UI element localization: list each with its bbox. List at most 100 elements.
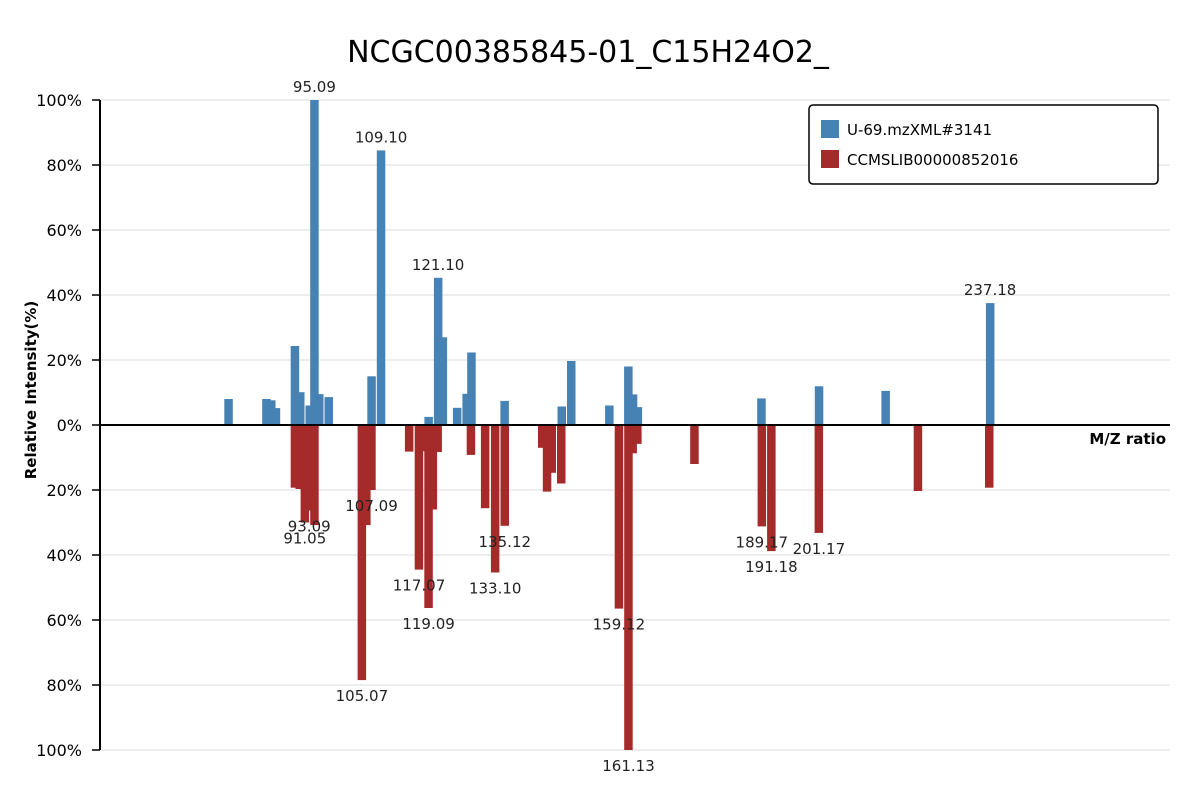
peak-bar xyxy=(424,425,433,608)
peak-bar xyxy=(500,425,509,526)
peak-bar xyxy=(913,425,923,491)
peak-bar xyxy=(271,408,281,425)
peak-bar xyxy=(305,425,314,511)
peak-bar xyxy=(424,416,433,425)
peak-label: 161.13 xyxy=(602,757,655,775)
peak-labels: 95.09 109.10 121.10 237.18 105.07 107.09 117.0… xyxy=(283,78,1016,775)
peak-bar xyxy=(500,400,509,425)
y-tick-label: 40% xyxy=(46,546,82,565)
peak-bar xyxy=(633,407,643,425)
grid xyxy=(100,99,1170,751)
peak-bar xyxy=(315,394,324,425)
peak-bar xyxy=(985,425,994,488)
peak-bar xyxy=(557,406,566,425)
legend-swatch-series-1 xyxy=(821,120,839,138)
y-tick-label: 80% xyxy=(46,156,82,175)
peak-label: 107.09 xyxy=(345,497,398,515)
peak-bar xyxy=(624,366,633,425)
y-tick-label: 60% xyxy=(46,611,82,630)
peak-bar xyxy=(633,425,642,444)
peak-bar xyxy=(324,397,333,425)
legend-label-series-2: CCMSLIB00000852016 xyxy=(847,151,1018,169)
peak-bar xyxy=(305,405,314,425)
peak-bar xyxy=(567,361,576,425)
peak-bar xyxy=(628,394,638,425)
y-axis-ticks: 0% 20% 40% 60% 80% 100% 20% 40% 60% 80% 100% xyxy=(36,91,100,760)
peak-label: 117.07 xyxy=(393,577,446,595)
peak-label: 95.09 xyxy=(293,78,336,96)
peak-bar xyxy=(467,352,476,425)
peak-bar xyxy=(267,400,276,425)
peak-label: 133.10 xyxy=(469,580,522,598)
peak-bar xyxy=(296,392,305,425)
peak-bar xyxy=(767,425,776,552)
y-tick-label: 60% xyxy=(46,221,82,240)
peak-label: 237.18 xyxy=(964,281,1017,299)
peak-bar xyxy=(542,425,552,492)
peak-label: 109.10 xyxy=(355,128,408,146)
peak-bar xyxy=(614,425,624,609)
peak-label: 105.07 xyxy=(336,687,389,705)
peak-bar xyxy=(628,425,637,454)
peak-bar xyxy=(433,277,443,425)
legend-swatch-series-2 xyxy=(821,150,839,168)
y-axis-label: Relative Intensity(%) xyxy=(22,301,40,480)
peak-bar xyxy=(310,100,319,425)
y-tick-label: 40% xyxy=(46,286,82,305)
peak-bar xyxy=(757,398,766,425)
peak-bar xyxy=(466,425,476,455)
legend-label-series-1: U-69.mzXML#3141 xyxy=(847,121,992,139)
peak-bar xyxy=(362,425,371,526)
peak-bar xyxy=(538,425,547,448)
peaks xyxy=(224,100,995,750)
legend: U-69.mzXML#3141 CCMSLIB00000852016 xyxy=(808,104,1159,185)
peak-bar xyxy=(624,425,633,750)
peak-label: 119.09 xyxy=(402,615,455,633)
peak-bar xyxy=(357,425,367,681)
peak-bar xyxy=(490,425,500,573)
peak-label: 191.18 xyxy=(745,558,798,576)
peak-bar xyxy=(367,425,376,490)
peak-bar xyxy=(480,425,490,509)
peak-bar xyxy=(757,425,767,527)
peak-bar xyxy=(433,425,442,452)
peak-bar xyxy=(985,303,995,425)
peak-bar xyxy=(224,399,233,425)
peak-bar xyxy=(367,376,376,426)
peak-bar xyxy=(310,425,319,526)
peak-bar xyxy=(462,393,471,425)
peak-bar xyxy=(290,346,300,425)
peak-bar xyxy=(300,425,310,523)
y-tick-label: 80% xyxy=(46,676,82,695)
peak-bar xyxy=(690,425,699,464)
y-tick-label: 20% xyxy=(46,481,82,500)
y-tick-label: 20% xyxy=(46,351,82,370)
peak-label: 201.17 xyxy=(793,540,846,558)
peak-bar xyxy=(557,425,566,484)
peak-bar xyxy=(295,425,304,489)
y-tick-label: 0% xyxy=(57,416,82,435)
peak-label: 189.17 xyxy=(736,533,789,551)
peak-bar xyxy=(414,425,424,570)
peak-bar xyxy=(814,386,824,425)
peak-bar xyxy=(290,425,300,488)
peak-bar xyxy=(438,337,448,426)
peak-bar xyxy=(881,390,890,425)
peak-bar xyxy=(428,425,438,510)
chart-title: NCGC00385845-01_C15H24O2_ xyxy=(347,35,830,70)
peak-label: 159.12 xyxy=(593,616,646,634)
peak-label: 121.10 xyxy=(412,256,465,274)
peak-label: 135.12 xyxy=(479,533,532,551)
peak-bar xyxy=(376,150,386,425)
peak-label: 91.05 xyxy=(283,530,326,548)
y-tick-label: 100% xyxy=(36,741,82,760)
legend-box xyxy=(808,104,1159,185)
peak-label: 93.09 xyxy=(288,518,331,536)
peak-bar xyxy=(452,407,462,425)
peak-bar xyxy=(547,425,556,473)
peak-bar xyxy=(814,425,824,533)
peak-bar xyxy=(262,399,271,425)
peak-bar xyxy=(404,425,414,452)
x-axis-label: M/Z ratio xyxy=(1089,430,1166,448)
